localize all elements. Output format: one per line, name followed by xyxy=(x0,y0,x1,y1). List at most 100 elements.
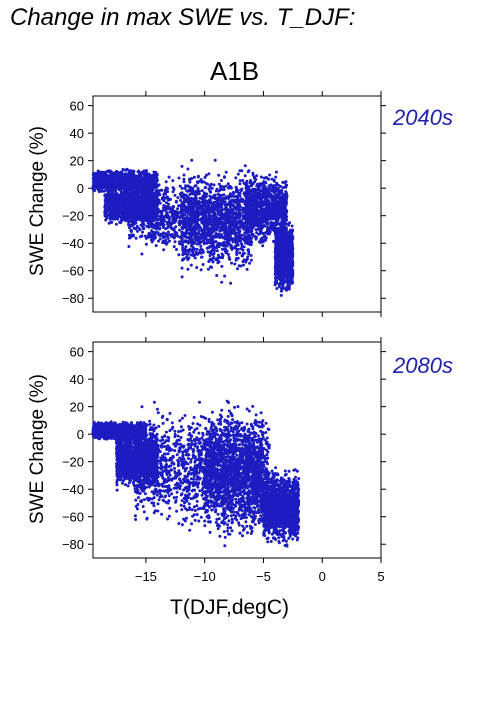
data-point xyxy=(185,184,189,188)
data-point xyxy=(208,215,212,219)
data-point xyxy=(108,181,112,185)
data-point xyxy=(263,196,267,200)
data-point xyxy=(202,194,206,198)
data-point xyxy=(127,245,131,248)
data-point xyxy=(249,243,253,247)
data-point xyxy=(254,195,258,199)
data-point xyxy=(133,219,137,223)
data-point xyxy=(244,235,248,239)
data-point xyxy=(124,173,127,177)
data-point xyxy=(130,233,134,237)
data-point xyxy=(132,169,136,173)
data-point xyxy=(219,179,223,182)
data-point xyxy=(191,226,195,230)
data-point xyxy=(284,180,288,184)
data-point xyxy=(191,246,195,249)
data-point xyxy=(274,193,278,197)
data-point xyxy=(236,205,239,209)
data-point xyxy=(118,178,122,182)
data-point xyxy=(227,224,231,228)
data-point xyxy=(206,228,210,232)
data-point xyxy=(196,186,200,190)
data-point xyxy=(228,238,232,242)
data-point xyxy=(212,251,216,255)
data-point xyxy=(238,169,242,173)
data-point xyxy=(104,184,108,188)
data-point xyxy=(138,182,142,186)
data-point xyxy=(225,196,229,200)
data-point xyxy=(240,187,244,191)
data-point xyxy=(158,237,162,241)
data-point xyxy=(99,189,103,193)
data-point xyxy=(183,212,186,216)
data-point xyxy=(193,221,197,225)
data-point xyxy=(155,185,159,188)
data-point xyxy=(213,158,217,162)
data-point xyxy=(228,257,232,261)
data-point xyxy=(222,188,226,191)
data-point xyxy=(179,198,182,202)
data-point xyxy=(164,242,168,246)
data-point xyxy=(154,198,157,202)
data-point xyxy=(234,176,238,180)
data-point xyxy=(203,237,207,241)
data-point xyxy=(93,180,97,184)
data-point xyxy=(242,227,246,231)
data-point xyxy=(215,187,219,191)
data-point xyxy=(181,247,185,251)
data-point xyxy=(187,212,191,216)
data-point xyxy=(241,214,245,218)
y-tick-label: 20 xyxy=(70,154,84,169)
data-point xyxy=(191,206,194,210)
data-point xyxy=(98,180,102,184)
data-point xyxy=(174,219,177,223)
data-point xyxy=(132,182,136,186)
data-point xyxy=(230,216,234,220)
data-point xyxy=(141,219,145,223)
data-point xyxy=(281,180,285,184)
data-point xyxy=(136,170,140,174)
data-point xyxy=(247,233,251,237)
data-point xyxy=(232,200,236,204)
data-point xyxy=(148,200,152,204)
data-point xyxy=(161,239,165,243)
data-point xyxy=(237,264,241,268)
data-point xyxy=(207,220,211,224)
data-point xyxy=(190,238,194,242)
data-point xyxy=(268,173,272,177)
data-point xyxy=(181,243,185,247)
data-point xyxy=(142,169,146,173)
data-point xyxy=(171,179,175,183)
data-point xyxy=(223,175,226,179)
data-point xyxy=(151,188,155,192)
data-point xyxy=(208,237,212,241)
data-point xyxy=(195,247,199,251)
y-tick-label: 60 xyxy=(70,99,84,114)
data-point xyxy=(219,213,222,217)
data-point xyxy=(185,226,189,230)
data-point xyxy=(200,230,204,233)
data-point xyxy=(237,231,241,235)
data-point xyxy=(120,203,124,207)
data-point xyxy=(104,196,108,200)
y-tick-label: 0 xyxy=(77,181,84,196)
data-point xyxy=(238,212,242,216)
scenario-label: A1B xyxy=(210,56,260,86)
data-point xyxy=(132,172,136,176)
data-point xyxy=(195,233,199,237)
data-point xyxy=(158,227,161,231)
data-point xyxy=(162,248,166,252)
data-point xyxy=(215,274,219,277)
data-point xyxy=(238,235,242,238)
data-point xyxy=(229,246,233,250)
data-point xyxy=(106,188,110,192)
data-point xyxy=(222,200,226,204)
data-point xyxy=(120,180,124,184)
data-point xyxy=(136,229,139,233)
data-point xyxy=(172,228,176,232)
data-point xyxy=(114,222,118,226)
data-point xyxy=(224,170,228,174)
data-point xyxy=(141,225,145,229)
data-point xyxy=(185,189,189,193)
data-point xyxy=(143,187,147,191)
